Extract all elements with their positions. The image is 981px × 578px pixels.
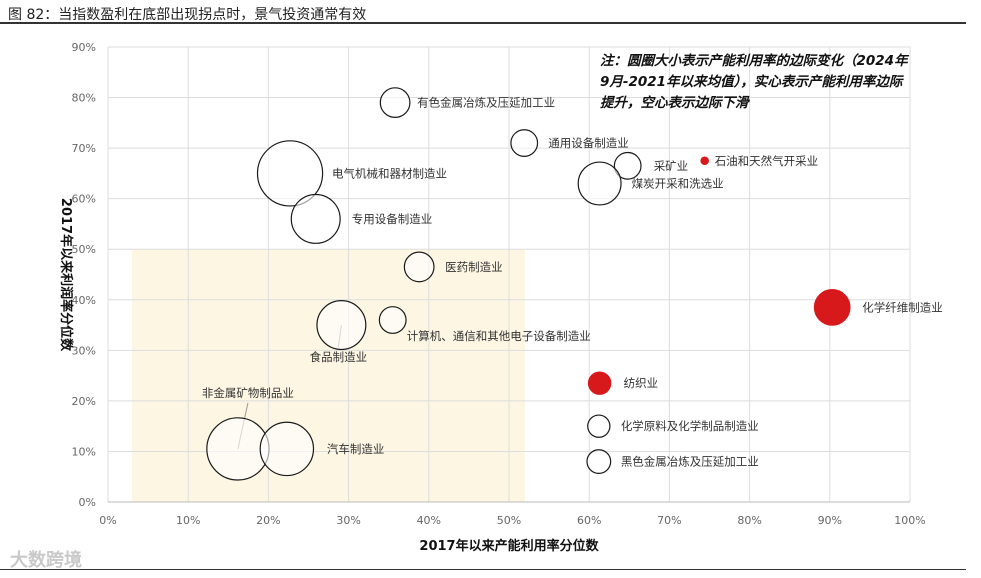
- y-tick-label: 20%: [72, 395, 96, 408]
- x-tick-label: 60%: [577, 514, 601, 527]
- point-hollow: [379, 87, 411, 119]
- x-tick-label: 90%: [818, 514, 842, 527]
- point-label: 石油和天然气开采业: [715, 154, 819, 168]
- data-points: [206, 87, 851, 481]
- point-label: 食品制造业: [310, 350, 368, 364]
- y-tick-label: 90%: [72, 41, 96, 54]
- point-label: 非金属矿物制品业: [202, 386, 294, 400]
- x-tick-label: 20%: [256, 514, 280, 527]
- y-tick-label: 50%: [72, 243, 96, 256]
- y-tick-label: 80%: [72, 92, 96, 105]
- point-label: 采矿业: [654, 159, 689, 173]
- point-hollow: [510, 129, 539, 157]
- point-label: 化学原料及化学制品制造业: [621, 419, 759, 433]
- x-axis-title: 2017年以来产能利用率分位数: [419, 538, 599, 554]
- y-tick-label: 70%: [72, 142, 96, 155]
- x-axis-ticks: 0% 10% 20% 30% 40% 50% 60% 70% 80% 90% 100%: [99, 514, 925, 527]
- point-label: 汽车制造业: [327, 442, 385, 456]
- point-label: 有色金属冶炼及压延加工业: [417, 96, 555, 110]
- point-hollow: [613, 151, 642, 180]
- y-tick-label: 10%: [72, 445, 96, 458]
- point-label: 黑色金属冶炼及压延加工业: [621, 455, 759, 469]
- point-hollow: [256, 140, 324, 207]
- y-axis-title: 2017年以来利润率分位数: [58, 198, 74, 352]
- point-hollow: [316, 300, 367, 351]
- point-label: 纺织业: [624, 376, 659, 390]
- point-hollow: [587, 414, 611, 438]
- point-label: 煤炭开采和洗选业: [632, 177, 724, 191]
- point-hollow: [403, 251, 435, 283]
- x-tick-label: 10%: [176, 514, 200, 527]
- point-label: 专用设备制造业: [352, 212, 433, 226]
- point-label: 医药制造业: [445, 260, 503, 274]
- point-hollow: [586, 449, 612, 474]
- x-tick-label: 30%: [336, 514, 360, 527]
- y-tick-label: 0%: [79, 496, 96, 509]
- grid-lines: [107, 46, 911, 503]
- y-tick-label: 60%: [72, 193, 96, 206]
- point-label: 通用设备制造业: [548, 136, 629, 150]
- chart-note: 注：圆圈大小表示产能利用率的边际变化（2024年9月-2021年以来均值），实心…: [600, 53, 908, 111]
- point-filled: [587, 371, 612, 395]
- x-tick-label: 80%: [737, 514, 761, 527]
- x-tick-label: 40%: [417, 514, 441, 527]
- x-tick-label: 100%: [894, 514, 925, 527]
- point-filled: [813, 289, 851, 326]
- point-label: 计算机、通信和其他电子设备制造业: [407, 329, 591, 343]
- figure-title: 图 82：当指数盈利在底部出现拐点时，景气投资通常有效: [8, 7, 367, 23]
- point-filled: [700, 156, 709, 166]
- top-rule: [0, 22, 966, 24]
- x-tick-label: 70%: [657, 514, 681, 527]
- point-label: 电气机械和器材制造业: [332, 166, 447, 180]
- point-hollow: [378, 306, 407, 334]
- x-tick-label: 0%: [99, 514, 116, 527]
- point-hollow: [577, 161, 622, 206]
- y-tick-label: 30%: [72, 344, 96, 357]
- point-hollow: [259, 421, 315, 477]
- x-tick-label: 50%: [497, 514, 521, 527]
- watermark-logo: 大数跨境: [10, 550, 82, 571]
- highlight-region: [132, 249, 526, 502]
- point-label: 化学纤维制造业: [862, 300, 943, 314]
- point-hollow: [290, 193, 341, 244]
- y-axis-ticks: 0% 10% 20% 30% 40% 50% 60% 70% 80% 90%: [72, 41, 96, 509]
- y-tick-label: 40%: [72, 294, 96, 307]
- bottom-rule: [0, 569, 966, 570]
